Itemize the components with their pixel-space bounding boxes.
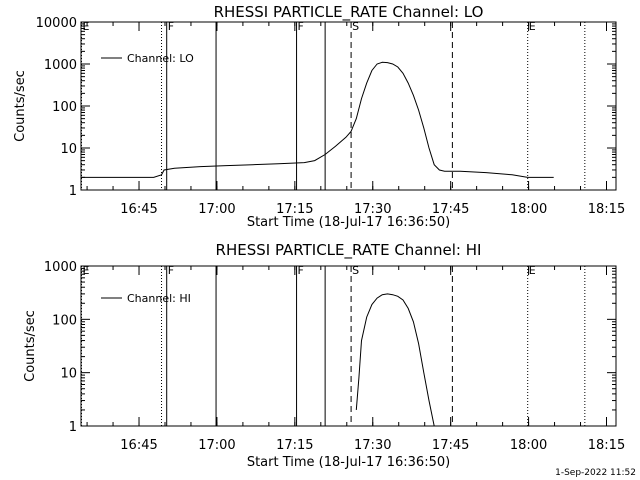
series-line-1-0 — [355, 293, 435, 427]
x-tick-label: 17:30 — [354, 202, 391, 217]
flag-label: E — [529, 20, 536, 33]
flag-label: F — [298, 20, 304, 33]
x-tick-label: 17:00 — [198, 202, 235, 217]
x-tick-label: 17:15 — [276, 438, 313, 453]
x-tick-label: 16:45 — [120, 438, 157, 453]
x-tick-label: 16:45 — [120, 202, 157, 217]
x-tick-label: 17:45 — [432, 202, 469, 217]
x-tick-label: 18:00 — [510, 438, 547, 453]
y-tick-label: 1000 — [44, 260, 77, 275]
y-axis-label-1: Counts/sec — [23, 310, 38, 382]
x-tick-label: 17:30 — [354, 438, 391, 453]
flag-label: S — [352, 20, 359, 33]
x-tick-label: 18:00 — [510, 202, 547, 217]
x-tick-label: 17:45 — [432, 438, 469, 453]
flag-label: F — [298, 264, 304, 277]
plot-frame-1 — [80, 265, 617, 427]
y-tick-label: 100 — [52, 100, 77, 115]
x-axis-label-1: Start Time (18-Jul-17 16:36:50) — [247, 455, 450, 470]
x-tick-label: 17:00 — [198, 438, 235, 453]
y-tick-label: 10000 — [36, 16, 77, 31]
x-tick-label: 18:15 — [588, 202, 625, 217]
flag-label: E — [83, 264, 90, 277]
legend-label-1: Channel: HI — [127, 292, 191, 305]
chart-title-0: RHESSI PARTICLE_RATE Channel: LO — [214, 3, 484, 22]
series-line-0-0 — [81, 61, 554, 178]
flag-label: E — [529, 264, 536, 277]
y-tick-label: 1 — [69, 420, 77, 435]
x-tick-label: 17:15 — [276, 202, 313, 217]
legend-label-0: Channel: LO — [127, 52, 194, 65]
flag-label: E — [83, 20, 90, 33]
flag-label: F — [168, 20, 174, 33]
chart-title-1: RHESSI PARTICLE_RATE Channel: HI — [216, 241, 482, 260]
x-axis-label-0: Start Time (18-Jul-17 16:36:50) — [247, 215, 450, 230]
y-tick-label: 1 — [69, 184, 77, 199]
y-axis-label-0: Counts/sec — [13, 70, 28, 142]
y-tick-label: 10 — [60, 142, 77, 157]
flag-label: S — [352, 264, 359, 277]
y-tick-label: 100 — [52, 313, 77, 328]
y-tick-label: 1000 — [44, 58, 77, 73]
x-tick-label: 18:15 — [588, 438, 625, 453]
y-tick-label: 10 — [60, 367, 77, 382]
date-stamp: 1-Sep-2022 11:52 — [555, 468, 636, 478]
flag-label: F — [168, 264, 174, 277]
